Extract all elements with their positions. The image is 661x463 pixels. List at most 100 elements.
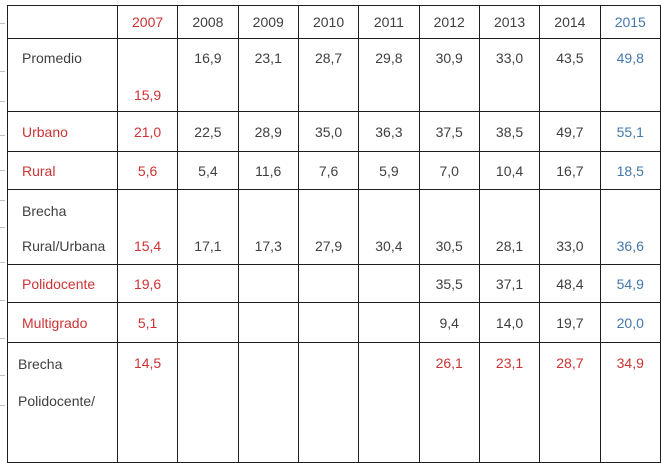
row-label-brecha-rural-urbana: Brecha Rural/Urbana — [7, 189, 118, 265]
cell-polidocente-2013: 37,1 — [478, 264, 541, 303]
cell-promedio-2012: 30,9 — [418, 38, 480, 112]
year-header-2008: 2008 — [177, 5, 239, 39]
cell-brecha-polidocente-2007: 14,5 — [116, 342, 179, 463]
cell-multigrado-2014: 19,7 — [539, 302, 601, 343]
margin-tick — [0, 405, 5, 406]
table-header-row: 2007 2008 2009 2010 2011 2012 2013 2014 2015 — [7, 5, 661, 39]
cell-brecha-rural-urbana-2009: 17,3 — [237, 189, 299, 265]
cell-brecha-polidocente-2013: 23,1 — [478, 342, 541, 463]
cell-multigrado-2013: 14,0 — [478, 302, 541, 343]
cell-rural-2012: 7,0 — [418, 151, 480, 190]
cell-rural-2009: 11,6 — [237, 151, 299, 190]
year-header-2010: 2010 — [297, 5, 360, 39]
cell-urbano-2007: 21,0 — [116, 111, 179, 152]
cell-brecha-polidocente-2011 — [358, 342, 420, 463]
table-row-multigrado: Multigrado 5,1 9,4 14,0 19,7 20,0 — [7, 302, 661, 343]
year-header-2011: 2011 — [358, 5, 420, 39]
cell-rural-2007: 5,6 — [116, 151, 179, 190]
row-label-line: Rural — [22, 162, 56, 179]
cell-promedio-2008: 16,9 — [177, 38, 239, 112]
year-header-2013: 2013 — [478, 5, 541, 39]
cell-brecha-rural-urbana-2013: 28,1 — [478, 189, 541, 265]
cell-polidocente-2007: 19,6 — [116, 264, 179, 303]
cell-polidocente-2009 — [237, 264, 299, 303]
cell-brecha-rural-urbana-2007: 15,4 — [116, 189, 179, 265]
row-label-line: Brecha — [18, 356, 63, 372]
margin-tick — [0, 375, 5, 376]
cell-brecha-rural-urbana-2012: 30,5 — [418, 189, 480, 265]
margin-tick — [0, 101, 5, 102]
year-header-2014: 2014 — [539, 5, 601, 39]
table-row-brecha-rural-urbana: Brecha Rural/Urbana 15,4 17,1 17,3 27,9 30,4 30… — [7, 189, 661, 265]
cell-urbano-2012: 37,5 — [418, 111, 480, 152]
row-label-rural: Rural — [7, 151, 118, 190]
cell-brecha-rural-urbana-2010: 27,9 — [297, 189, 360, 265]
year-header-2009: 2009 — [237, 5, 299, 39]
cell-brecha-rural-urbana-2011: 30,4 — [358, 189, 420, 265]
cell-promedio-2013: 33,0 — [478, 38, 541, 112]
cell-polidocente-2008 — [177, 264, 239, 303]
cell-urbano-2011: 36,3 — [358, 111, 420, 152]
cell-polidocente-2014: 48,4 — [539, 264, 601, 303]
year-header-2015: 2015 — [599, 5, 661, 39]
year-header-2012: 2012 — [418, 5, 480, 39]
cell-brecha-polidocente-2008 — [177, 342, 239, 463]
margin-tick — [0, 227, 5, 228]
cell-multigrado-2010 — [297, 302, 360, 343]
margin-tick — [0, 23, 5, 24]
row-label-multigrado: Multigrado — [7, 302, 118, 343]
cell-promedio-2009: 23,1 — [237, 38, 299, 112]
cell-brecha-polidocente-2014: 28,7 — [539, 342, 601, 463]
cell-urbano-2009: 28,9 — [237, 111, 299, 152]
cell-rural-2008: 5,4 — [177, 151, 239, 190]
statistics-table: 2007 2008 2009 2010 2011 2012 2013 2014 2015 Pro… — [7, 5, 661, 463]
row-label-brecha-polidocente: Brecha Polidocente/ — [7, 342, 118, 463]
cell-urbano-2010: 35,0 — [297, 111, 360, 152]
cell-urbano-2014: 49,7 — [539, 111, 601, 152]
margin-tick — [0, 300, 5, 301]
cell-polidocente-2010 — [297, 264, 360, 303]
cell-multigrado-2007: 5,1 — [116, 302, 179, 343]
cell-multigrado-2012: 9,4 — [418, 302, 480, 343]
table-row-promedio: Promedio 15,9 16,9 23,1 28,7 29,8 30,9 33,0 43,5… — [7, 38, 661, 112]
cell-rural-2010: 7,6 — [297, 151, 360, 190]
row-label-promedio: Promedio — [7, 38, 118, 112]
cell-promedio-2010: 28,7 — [297, 38, 360, 112]
row-label-line: Multigrado — [22, 314, 88, 331]
cell-urbano-2008: 22,5 — [177, 111, 239, 152]
cell-multigrado-2015: 20,0 — [599, 302, 661, 343]
table-row-polidocente: Polidocente 19,6 35,5 37,1 48,4 54,9 — [7, 264, 661, 303]
cell-brecha-rural-urbana-2014: 33,0 — [539, 189, 601, 265]
cell-brecha-polidocente-2015: 34,9 — [599, 342, 661, 463]
row-label-urbano: Urbano — [7, 111, 118, 152]
cell-promedio-2007: 15,9 — [116, 38, 179, 112]
margin-tick — [0, 200, 5, 201]
row-label-line: Brecha — [22, 203, 67, 219]
cell-polidocente-2012: 35,5 — [418, 264, 480, 303]
row-label-line: Promedio — [22, 50, 82, 66]
cell-promedio-2011: 29,8 — [358, 38, 420, 112]
cell-polidocente-2011 — [358, 264, 420, 303]
corner-cell — [7, 5, 118, 39]
cell-urbano-2013: 38,5 — [478, 111, 541, 152]
margin-tick — [0, 262, 5, 263]
row-label-line: Rural/Urbana — [22, 238, 106, 254]
cell-polidocente-2015: 54,9 — [599, 264, 661, 303]
row-label-line: Polidocente — [22, 275, 96, 292]
table-row-urbano: Urbano 21,0 22,5 28,9 35,0 36,3 37,5 38,5 49,7 55… — [7, 111, 661, 152]
cell-multigrado-2009 — [237, 302, 299, 343]
row-label-line: Urbano — [22, 123, 68, 140]
table-row-rural: Rural 5,6 5,4 11,6 7,6 5,9 7,0 10,4 16,7 18,5 — [7, 151, 661, 190]
cell-promedio-2015: 49,8 — [599, 38, 661, 112]
cell-urbano-2015: 55,1 — [599, 111, 661, 152]
cell-brecha-polidocente-2009 — [237, 342, 299, 463]
row-label-line: Polidocente/ — [18, 393, 96, 409]
cell-promedio-2014: 43,5 — [539, 38, 601, 112]
margin-tick — [0, 338, 5, 339]
cell-multigrado-2008 — [177, 302, 239, 343]
margin-tick — [0, 71, 5, 72]
cell-rural-2011: 5,9 — [358, 151, 420, 190]
cell-rural-2015: 18,5 — [599, 151, 661, 190]
year-header-2007: 2007 — [116, 5, 179, 39]
cell-rural-2013: 10,4 — [478, 151, 541, 190]
